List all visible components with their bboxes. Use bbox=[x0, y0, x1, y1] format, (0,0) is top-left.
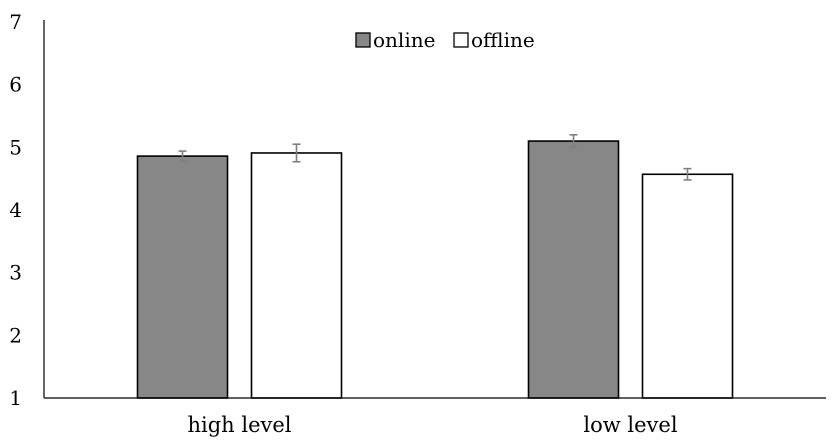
y-tick-label: 4 bbox=[9, 198, 22, 222]
legend-item-offline: offline bbox=[453, 28, 535, 52]
legend-label-online: online bbox=[373, 28, 435, 52]
x-category-label: high level bbox=[187, 413, 291, 437]
legend: online offline bbox=[355, 28, 535, 52]
error-bar-online-high-level bbox=[178, 150, 187, 162]
x-axis-labels: high level low level bbox=[187, 413, 677, 437]
error-bar-offline-high-level bbox=[292, 143, 301, 163]
bar-offline-low-level bbox=[641, 173, 734, 399]
y-tick-label: 2 bbox=[9, 323, 22, 347]
y-tick-label: 5 bbox=[9, 135, 22, 159]
y-tick-label: 7 bbox=[9, 10, 22, 34]
bar-online-low-level bbox=[527, 140, 620, 399]
y-tick-label: 3 bbox=[9, 261, 22, 285]
y-tick-label: 6 bbox=[9, 73, 22, 97]
legend-swatch-offline bbox=[453, 32, 469, 48]
legend-item-online: online bbox=[355, 28, 435, 52]
y-axis-ticks: 1 2 3 4 5 6 7 bbox=[9, 10, 22, 410]
legend-swatch-online bbox=[355, 32, 371, 48]
bar-online-high-level bbox=[136, 155, 229, 399]
legend-label-offline: offline bbox=[471, 28, 535, 52]
error-bars-group bbox=[178, 134, 692, 181]
bars-group bbox=[136, 140, 734, 399]
x-category-label: low level bbox=[583, 413, 677, 437]
error-bar-online-low-level bbox=[569, 134, 578, 149]
error-bar-offline-low-level bbox=[683, 167, 692, 181]
y-tick-label: 1 bbox=[9, 386, 22, 410]
bar-offline-high-level bbox=[250, 152, 343, 399]
